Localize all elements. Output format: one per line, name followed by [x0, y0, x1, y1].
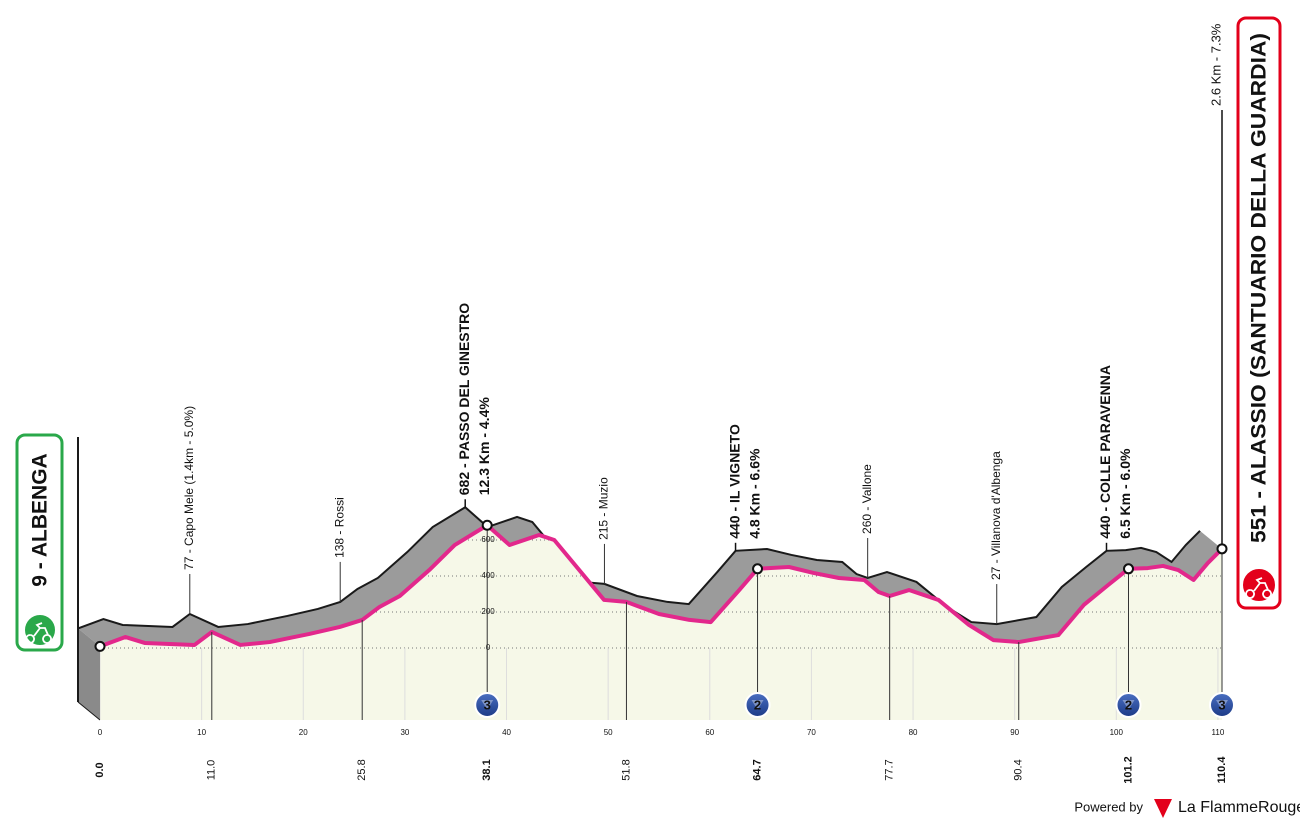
- climb-name: 682 - PASSO DEL GINESTRO: [456, 303, 472, 496]
- category-label: 3: [1218, 697, 1225, 712]
- brand-name: La FlammeRouge: [1178, 799, 1300, 816]
- x-tick-label: 90: [1010, 728, 1019, 737]
- profile-face: [100, 525, 1222, 720]
- x-tick-label: 40: [502, 728, 511, 737]
- waypoint-dot: [1123, 563, 1134, 575]
- profile-base-edge: [77, 701, 101, 721]
- waypoint-dot: [481, 519, 493, 531]
- category-arrow: [1122, 700, 1135, 710]
- climb-detail: 4.8 Km - 6.6%: [746, 448, 762, 539]
- y-tick-label: 200: [481, 607, 495, 616]
- x-tick-label: 70: [807, 728, 816, 737]
- x-tick-label: 30: [400, 728, 409, 737]
- category-arrow: [751, 700, 764, 710]
- place-name: 77 - Capo Mele (1.4km - 5.0%): [182, 406, 196, 570]
- category-label: 2: [1125, 697, 1132, 712]
- km-label: 101.2: [1122, 756, 1134, 784]
- x-tick-label: 20: [299, 728, 308, 737]
- brand-logo: [1154, 799, 1172, 818]
- finish-bike: [1245, 577, 1272, 599]
- category-badge: [1209, 692, 1235, 718]
- km-label: 0.0: [94, 762, 106, 777]
- place-name: 260 - Vallone: [860, 464, 874, 534]
- start-bike: [25, 622, 52, 644]
- km-label: 11.0: [206, 760, 218, 781]
- x-tick-label: 80: [909, 728, 918, 737]
- profile-depth: [78, 507, 1222, 647]
- x-tick-label: 100: [1110, 728, 1124, 737]
- profile-back-edge: [77, 506, 1201, 630]
- place-name: 27 - Villanova d'Albenga: [989, 451, 1003, 580]
- km-label: 77.7: [884, 759, 896, 780]
- place-name: 138 - Rossi: [332, 497, 346, 558]
- climb-detail: 12.3 Km - 4.4%: [476, 397, 492, 496]
- finish-label: 551 - ALASSIO (SANTUARIO DELLA GUARDIA): [1248, 33, 1271, 543]
- y-tick-label: 400: [481, 571, 495, 580]
- x-tick-label: 50: [604, 728, 613, 737]
- front-layer: 0 200 400 600: [99, 523, 1224, 720]
- category-badge: [744, 692, 771, 718]
- finish-box: [1236, 16, 1282, 610]
- category-label: 3: [484, 697, 491, 712]
- y-tick-label: 0: [486, 643, 491, 652]
- start-label: 9 - ALBENGA: [29, 453, 52, 586]
- km-label: 38.1: [481, 759, 493, 780]
- y-tick-label: 600: [481, 535, 495, 544]
- place-name: 215 - Muzio: [597, 477, 611, 540]
- x-tick-label: 110: [1212, 728, 1225, 737]
- x-tick-label: 0: [98, 728, 103, 737]
- category-arrow: [481, 700, 494, 710]
- profile-side: [78, 628, 100, 720]
- start-box: [15, 433, 64, 652]
- elevation-line: [99, 523, 1224, 649]
- back-layer: [77, 437, 1222, 721]
- climb-name: 440 - IL VIGNETO: [726, 424, 742, 539]
- km-label: 25.8: [356, 759, 368, 780]
- waypoint-dot: [1216, 543, 1228, 555]
- waypoint-dot: [752, 563, 764, 575]
- start-icon: [23, 613, 57, 647]
- waypoint-dot: [94, 640, 106, 652]
- finish-climb-detail: 2.6 Km - 7.3%: [1208, 23, 1223, 106]
- powered-by: Powered by: [1074, 799, 1143, 814]
- climb-detail: 6.5 Km - 6.0%: [1117, 448, 1133, 539]
- category-badge: [474, 692, 501, 718]
- category-label: 2: [754, 697, 761, 712]
- x-tick-label: 10: [197, 728, 206, 737]
- category-arrow: [1216, 700, 1228, 710]
- km-label: 64.7: [751, 759, 763, 780]
- km-label: 90.4: [1013, 759, 1025, 780]
- climb-name: 440 - COLLE PARAVENNA: [1097, 365, 1113, 539]
- x-tick-label: 60: [705, 728, 714, 737]
- category-badge: [1115, 692, 1142, 718]
- km-label: 110.4: [1216, 756, 1228, 784]
- km-label: 51.8: [620, 759, 632, 780]
